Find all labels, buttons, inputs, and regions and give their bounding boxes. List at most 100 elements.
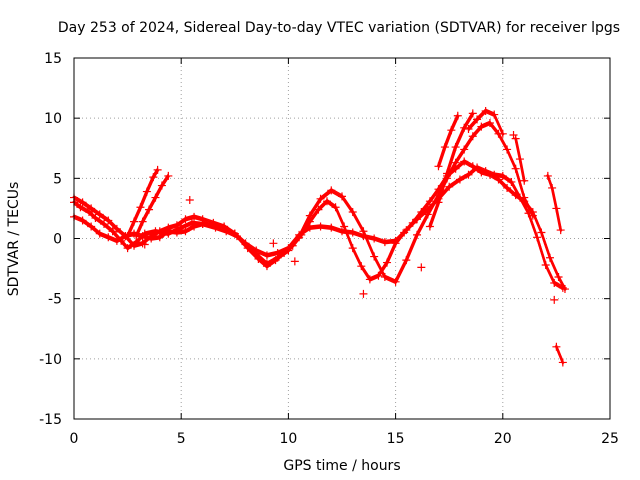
data-point bbox=[91, 214, 100, 223]
data-point bbox=[490, 110, 499, 119]
data-point bbox=[87, 204, 96, 213]
data-point bbox=[145, 205, 154, 214]
series-track-6 bbox=[425, 109, 477, 231]
data-point bbox=[537, 228, 546, 237]
data-point bbox=[149, 173, 158, 182]
data-point bbox=[473, 115, 482, 124]
series-line bbox=[437, 113, 459, 166]
data-point bbox=[132, 232, 141, 241]
data-point bbox=[451, 158, 460, 167]
data-point bbox=[338, 192, 346, 201]
data-point bbox=[151, 193, 160, 202]
scatter-point bbox=[290, 257, 299, 266]
data-point bbox=[453, 111, 462, 120]
data-point bbox=[552, 204, 561, 213]
data-point bbox=[391, 277, 400, 286]
data-point bbox=[305, 211, 314, 220]
data-point bbox=[230, 229, 239, 238]
series-line bbox=[73, 165, 564, 287]
data-point bbox=[130, 217, 139, 226]
series-line bbox=[73, 159, 566, 289]
x-tick-label: 25 bbox=[601, 431, 619, 447]
data-point bbox=[558, 283, 567, 292]
data-point bbox=[76, 203, 85, 212]
data-point bbox=[556, 226, 565, 235]
x-tick-label: 20 bbox=[494, 431, 512, 447]
data-point bbox=[380, 273, 389, 282]
data-point bbox=[104, 216, 113, 225]
data-point bbox=[172, 221, 181, 230]
data-point bbox=[464, 170, 473, 179]
data-series bbox=[70, 106, 569, 367]
y-tick-label: 15 bbox=[44, 51, 62, 67]
data-point bbox=[445, 182, 454, 191]
data-point bbox=[331, 203, 340, 212]
series-track-8 bbox=[464, 106, 507, 138]
data-point bbox=[451, 143, 460, 152]
data-point bbox=[190, 212, 199, 221]
data-point bbox=[104, 233, 113, 242]
data-point bbox=[503, 145, 512, 154]
data-point bbox=[78, 216, 87, 225]
data-point bbox=[554, 273, 563, 282]
data-point bbox=[198, 215, 207, 224]
data-point bbox=[550, 279, 559, 288]
data-point bbox=[153, 165, 162, 174]
series-track-7 bbox=[434, 111, 462, 171]
y-tick-label: -10 bbox=[39, 352, 62, 368]
data-point bbox=[305, 223, 314, 232]
data-point bbox=[481, 167, 490, 176]
series-line bbox=[72, 166, 563, 288]
data-point bbox=[468, 109, 477, 118]
plot-frame bbox=[73, 57, 611, 420]
data-point bbox=[520, 176, 529, 185]
data-point bbox=[528, 211, 537, 220]
data-point bbox=[273, 253, 282, 262]
data-point bbox=[142, 187, 151, 196]
data-point bbox=[511, 164, 520, 173]
y-axis-label: SDTVAR / TECUs bbox=[6, 182, 22, 297]
data-point bbox=[423, 210, 432, 219]
y-tick-label: 5 bbox=[53, 171, 62, 187]
data-point bbox=[413, 215, 422, 224]
data-point bbox=[552, 342, 561, 351]
data-point bbox=[380, 238, 389, 247]
data-point bbox=[209, 218, 218, 227]
data-point bbox=[460, 157, 469, 166]
data-point bbox=[322, 197, 331, 206]
data-point bbox=[138, 217, 147, 226]
data-point bbox=[558, 358, 567, 367]
data-point bbox=[477, 122, 486, 131]
data-point bbox=[181, 227, 190, 236]
data-point bbox=[503, 183, 512, 192]
data-point bbox=[485, 118, 494, 127]
data-point bbox=[157, 181, 166, 190]
data-point bbox=[87, 222, 96, 231]
data-point bbox=[383, 258, 392, 267]
data-point bbox=[498, 171, 507, 180]
data-point bbox=[402, 256, 411, 265]
y-tick-label: -15 bbox=[39, 412, 62, 428]
data-point bbox=[443, 169, 452, 178]
data-point bbox=[425, 197, 434, 206]
data-point bbox=[155, 227, 164, 236]
data-point bbox=[112, 236, 121, 245]
data-point bbox=[316, 222, 325, 231]
data-point bbox=[327, 223, 336, 232]
data-point bbox=[108, 227, 117, 236]
data-point bbox=[136, 203, 145, 212]
data-point bbox=[241, 240, 250, 249]
series-line bbox=[437, 116, 459, 169]
scatter-point bbox=[550, 295, 559, 304]
series-track-10 bbox=[543, 171, 565, 235]
series-track-2 bbox=[70, 163, 567, 292]
series-track-4 bbox=[123, 165, 162, 241]
y-tick-labels: -15 -10 -5 0 5 10 15 bbox=[39, 51, 62, 428]
data-point bbox=[123, 244, 132, 253]
y-tick-label: 0 bbox=[53, 232, 62, 248]
data-point bbox=[130, 241, 139, 250]
data-point bbox=[391, 236, 400, 245]
scatter-point bbox=[417, 263, 426, 272]
data-point bbox=[316, 194, 325, 203]
data-point bbox=[340, 222, 349, 231]
